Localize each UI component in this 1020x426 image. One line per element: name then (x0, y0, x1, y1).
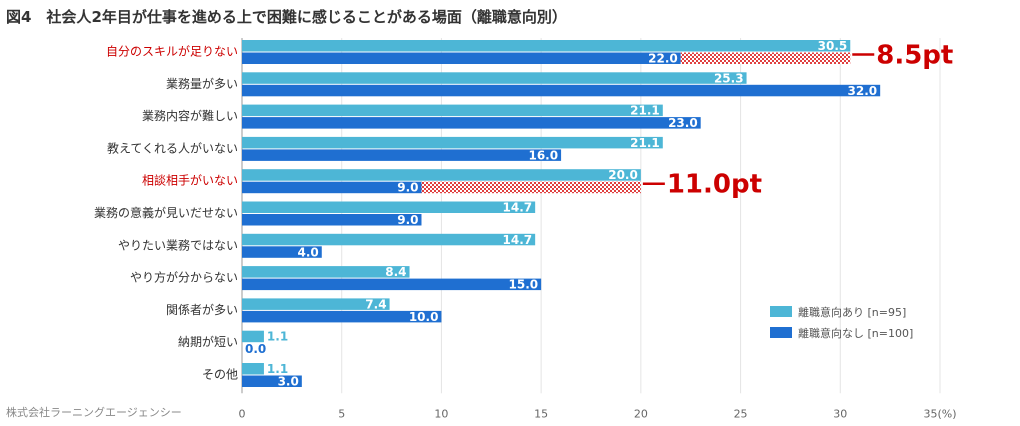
bar-without-intent (242, 375, 302, 387)
value-label: 8.4 (385, 265, 406, 279)
category-label: その他 (202, 368, 238, 382)
bar-without-intent (242, 52, 681, 64)
value-label: 22.0 (648, 52, 678, 66)
x-tick-label: 35(%) (923, 407, 956, 420)
category-label: 業務量が多い (166, 76, 238, 91)
bar-with-intent (242, 330, 264, 343)
value-label: 1.1 (267, 330, 288, 344)
category-label: やりたい業務ではない (118, 238, 238, 252)
bar-without-intent (242, 246, 322, 258)
value-label: 25.3 (714, 71, 744, 85)
value-label: 9.0 (397, 213, 418, 227)
value-label: 4.0 (298, 245, 319, 259)
legend-swatch (770, 327, 792, 338)
legend-label: 離職意向なし [n=100] (798, 326, 913, 340)
bar-without-intent (242, 310, 442, 323)
x-tick-label: 20 (634, 407, 648, 420)
x-tick-label: 30 (833, 407, 847, 420)
category-label: 業務内容が難しい (142, 108, 238, 123)
value-label: 3.0 (278, 375, 299, 389)
bar-with-intent (242, 266, 410, 278)
value-label: 23.0 (668, 116, 698, 130)
bar-with-intent (242, 104, 663, 117)
bar-with-intent (242, 169, 641, 181)
bar-with-intent (242, 40, 851, 52)
bar-with-intent (242, 363, 264, 375)
value-label: 30.5 (818, 39, 848, 53)
value-label: 10.0 (409, 310, 439, 324)
category-label: 関係者が多い (166, 302, 238, 317)
value-label: 14.7 (503, 233, 533, 247)
bar-without-intent (242, 181, 422, 194)
x-tick-label: 25 (734, 407, 748, 420)
value-label: 0.0 (245, 342, 266, 356)
gap-annotation: 8.5pt (876, 41, 953, 71)
bar-with-intent (242, 233, 536, 246)
source-credit: 株式会社ラーニングエージェンシー (6, 406, 182, 419)
gap-annotation: 11.0pt (667, 170, 762, 200)
x-tick-label: 5 (338, 407, 345, 420)
bar-with-intent (242, 298, 390, 310)
x-tick-label: 15 (534, 407, 548, 420)
value-label: 32.0 (848, 84, 878, 98)
category-label: 業務の意義が見いだせない (94, 205, 238, 220)
bar-without-intent (242, 84, 881, 97)
category-label: 相談相手がいない (142, 173, 238, 188)
bar-with-intent (242, 201, 536, 213)
value-label: 1.1 (267, 362, 288, 376)
bar-without-intent (242, 149, 562, 161)
chart-title: 図4 社会人2年目が仕事を進める上で困難に感じることがある場面（離職意向別） (6, 8, 567, 26)
bar-without-intent (242, 278, 542, 291)
category-label: 納期が短い (178, 334, 238, 349)
value-label: 14.7 (503, 201, 533, 215)
gap-hatch (421, 181, 641, 194)
bar-without-intent (242, 214, 422, 226)
value-label: 21.1 (630, 104, 660, 118)
legend-label: 離職意向あり [n=95] (798, 305, 906, 319)
category-label: 自分のスキルが足りない (106, 44, 238, 59)
value-label: 9.0 (397, 181, 418, 195)
value-label: 7.4 (365, 297, 386, 311)
category-label: 教えてくれる人がいない (107, 140, 238, 155)
x-tick-label: 0 (239, 407, 246, 420)
gap-hatch (680, 52, 851, 64)
value-label: 20.0 (608, 168, 638, 182)
bar-with-intent (242, 136, 663, 149)
bar-with-intent (242, 72, 747, 84)
bar-without-intent (242, 117, 701, 129)
category-label: やり方が分からない (130, 270, 238, 285)
value-label: 16.0 (528, 148, 558, 162)
value-label: 21.1 (630, 136, 660, 150)
x-tick-label: 10 (434, 407, 448, 420)
value-label: 15.0 (509, 278, 539, 292)
legend-swatch (770, 306, 792, 317)
